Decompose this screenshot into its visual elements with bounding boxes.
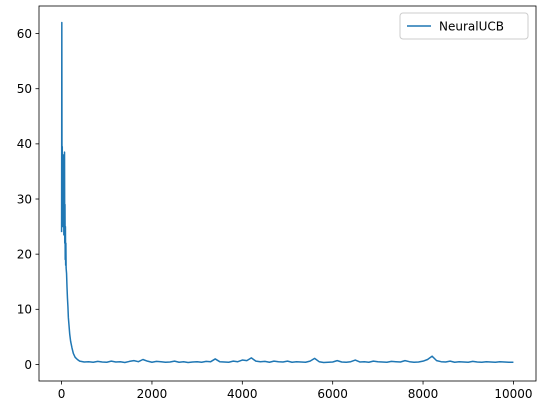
y-tick-label: 10 xyxy=(17,303,32,317)
x-tick-label: 0 xyxy=(58,387,66,401)
x-tick-label: 6000 xyxy=(317,387,348,401)
legend-label-neuralucb: NeuralUCB xyxy=(439,19,504,33)
x-tick-label: 8000 xyxy=(408,387,439,401)
y-tick-label: 0 xyxy=(24,358,32,372)
x-tick-label: 2000 xyxy=(137,387,168,401)
y-tick-label: 30 xyxy=(17,192,32,206)
x-tick-label: 10000 xyxy=(494,387,532,401)
series-line-neuralucb xyxy=(62,23,514,363)
plot-frame xyxy=(39,6,536,381)
y-tick-label: 60 xyxy=(17,27,32,41)
y-tick-label: 50 xyxy=(17,82,32,96)
x-tick-label: 4000 xyxy=(227,387,258,401)
plot-area xyxy=(62,23,514,363)
y-tick-label: 20 xyxy=(17,247,32,261)
legend: NeuralUCB xyxy=(400,13,528,39)
y-tick-label: 40 xyxy=(17,137,32,151)
axes: 0 2000 4000 6000 8000 10000 0 10 20 30 40 50 60 xyxy=(17,6,536,401)
